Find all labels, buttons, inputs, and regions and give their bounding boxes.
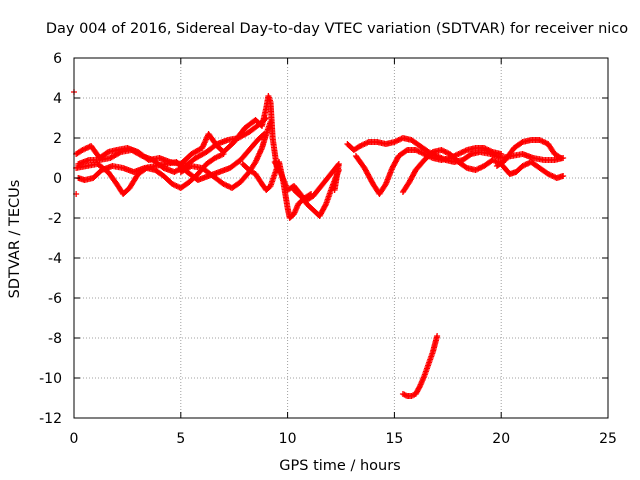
y-tick-label: 0 <box>53 171 62 187</box>
data-point <box>116 149 123 156</box>
x-axis-ticks: 0 5 10 15 20 25 <box>70 58 617 447</box>
data-point <box>556 154 563 161</box>
series-track-10 <box>352 145 505 197</box>
y-tick-label: 6 <box>53 51 62 67</box>
y-tick-label: -2 <box>48 211 62 227</box>
x-tick-label: 20 <box>492 431 510 447</box>
y-tick-label: -6 <box>48 291 62 307</box>
y-tick-label: -4 <box>48 251 62 267</box>
y-tick-label: -12 <box>39 411 62 427</box>
data-points <box>71 89 567 399</box>
data-point <box>262 116 269 122</box>
y-axis-ticks: -12 -10 -8 -6 -4 -2 0 2 4 6 <box>39 51 608 427</box>
x-tick-label: 15 <box>385 431 403 447</box>
data-point <box>560 173 567 179</box>
series-track-11 <box>399 147 567 195</box>
data-point <box>267 119 274 125</box>
data-point <box>322 202 329 209</box>
x-tick-label: 10 <box>279 431 297 447</box>
data-point <box>263 115 270 121</box>
data-point <box>416 384 423 391</box>
y-axis-label: SDTVAR / TECUs <box>7 180 23 299</box>
series-track-12 <box>493 137 565 169</box>
chart-title: Day 004 of 2016, Sidereal Day-to-day VTE… <box>46 21 628 37</box>
grid <box>74 58 608 418</box>
y-tick-label: -10 <box>39 371 62 387</box>
data-point <box>220 151 227 157</box>
data-point <box>331 187 338 193</box>
x-axis-label: GPS time / hours <box>279 458 400 474</box>
x-tick-label: 25 <box>599 431 617 447</box>
y-tick-label: -8 <box>48 331 62 347</box>
series-track-9 <box>344 135 567 165</box>
y-tick-label: 4 <box>53 91 62 107</box>
series-track-5 <box>177 119 274 191</box>
data-point <box>558 155 565 161</box>
series-track-4 <box>75 131 268 183</box>
data-point <box>402 392 409 399</box>
x-tick-label: 5 <box>176 431 185 447</box>
data-point <box>498 151 505 157</box>
series-track-8 <box>291 161 342 203</box>
data-point <box>434 333 441 339</box>
data-point <box>138 152 145 159</box>
x-tick-label: 0 <box>70 431 79 447</box>
y-tick-label: 2 <box>53 131 62 147</box>
plot-frame <box>73 57 609 419</box>
data-point <box>401 391 408 398</box>
data-point <box>277 169 284 176</box>
series-track-14 <box>399 333 441 399</box>
